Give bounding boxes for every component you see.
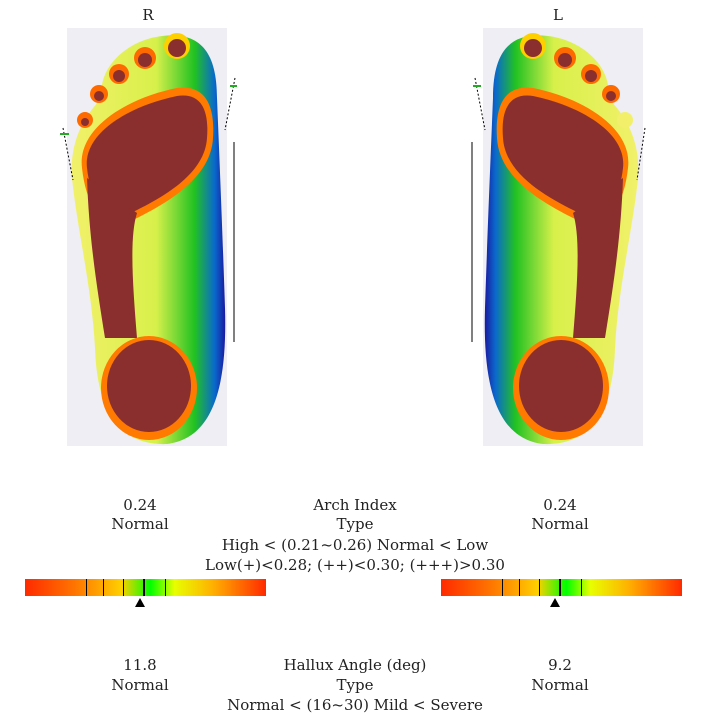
left-hallux-type: Normal — [531, 676, 589, 694]
scale-tick — [86, 579, 87, 596]
hallux-type-label: Type — [336, 676, 374, 694]
arch-range-line-1: High < (0.21~0.26) Normal < Low — [221, 536, 489, 554]
hallux-range-line: Normal < (16~30) Mild < Severe — [227, 696, 483, 714]
scale-tick — [539, 579, 540, 596]
scale-tick — [165, 579, 166, 596]
scale-tick — [123, 579, 124, 596]
arch-type-label: Type — [336, 515, 374, 533]
left-foot-pressure-map — [484, 33, 639, 445]
right-arch-type: Normal — [111, 515, 169, 533]
right-hallux-type: Normal — [111, 676, 169, 694]
scale-tick — [502, 579, 503, 596]
hallux-title: Hallux Angle (deg) — [283, 656, 427, 674]
left-arch-index-value: 0.24 — [543, 496, 577, 514]
scale-tick — [581, 579, 582, 596]
left-arch-marker — [550, 598, 560, 607]
left-arch-scale — [441, 579, 682, 609]
right-arch-marker — [135, 598, 145, 607]
right-arch-scale — [25, 579, 266, 609]
scale-tick — [103, 579, 104, 596]
right-foot-pressure-map — [71, 33, 226, 445]
right-arch-index-value: 0.24 — [123, 496, 157, 514]
scale-tick — [143, 579, 145, 596]
arch-index-title: Arch Index — [313, 496, 397, 514]
left-foot-axis-lines — [471, 77, 646, 342]
right-arch-scale-bar — [25, 579, 266, 596]
scale-tick — [519, 579, 520, 596]
right-foot-panel — [67, 28, 227, 446]
left-foot-panel — [483, 28, 643, 446]
right-foot-label: R — [142, 6, 154, 24]
left-arch-type: Normal — [531, 515, 589, 533]
left-arch-scale-bar — [441, 579, 682, 596]
arch-range-line-2: Low(+)<0.28; (++)<0.30; (+++)>0.30 — [205, 556, 505, 574]
right-hallux-value: 11.8 — [123, 656, 157, 674]
left-hallux-value: 9.2 — [548, 656, 572, 674]
scale-tick — [559, 579, 561, 596]
left-foot-label: L — [553, 6, 563, 24]
right-foot-axis-lines — [60, 77, 237, 342]
